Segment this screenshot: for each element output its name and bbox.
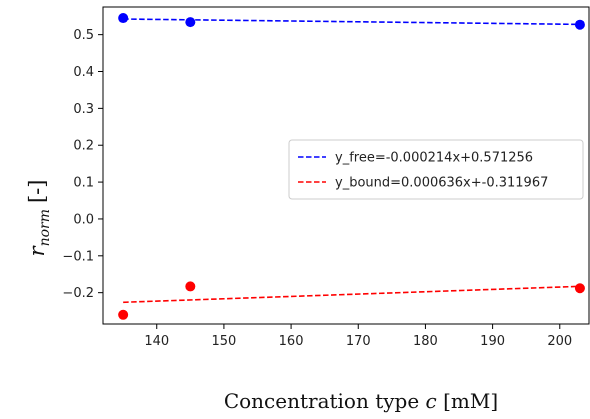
x-tick-label-140: 140 — [144, 334, 169, 349]
y-axis-unit: [-] — [25, 180, 49, 203]
x-tick-label-190: 190 — [480, 334, 505, 349]
x-tick-label-160: 160 — [279, 334, 304, 349]
x-axis-title: Concentration type c [mM] — [224, 389, 498, 413]
x-tick-label-180: 180 — [413, 334, 438, 349]
point-bound-0 — [118, 309, 129, 320]
y-tick-label-3: 0.2 — [73, 139, 94, 154]
fits-layer — [123, 18, 580, 304]
legend-label-free: y_free=-0.000214x+0.571256 — [335, 151, 533, 166]
y-tick-label-0: 0.5 — [73, 28, 94, 43]
fit-line-bound — [123, 285, 580, 304]
y-tick-label-6: −0.1 — [62, 249, 94, 264]
legend-box — [288, 139, 584, 200]
ticks-layer: 140 150 160 170 180 190 200 0.5 0.4 0.3 0.2 0.1 0.0 −… — [62, 28, 572, 349]
y-tick-label-1: 0.4 — [73, 65, 94, 80]
point-free-2 — [574, 19, 585, 30]
x-tick-label-170: 170 — [346, 334, 371, 349]
legend: y_free=-0.000214x+0.571256 y_bound=0.000… — [288, 139, 584, 200]
y-tick-label-7: −0.2 — [62, 286, 94, 301]
x-tick-label-150: 150 — [211, 334, 236, 349]
y-axis-sub: norm — [37, 209, 53, 246]
point-free-0 — [118, 13, 129, 24]
plot-frame — [102, 6, 590, 325]
point-bound-1 — [185, 281, 196, 292]
y-axis-var: r — [25, 244, 49, 256]
fit-line-free — [123, 18, 580, 26]
x-axis-text: Concentration type — [224, 389, 419, 413]
y-tick-label-2: 0.3 — [73, 102, 94, 117]
x-axis-unit: [mM] — [443, 389, 498, 413]
points-layer — [118, 13, 585, 320]
y-tick-label-5: 0.0 — [73, 212, 94, 227]
x-axis-var: c — [426, 389, 437, 413]
x-tick-label-200: 200 — [547, 334, 572, 349]
point-free-1 — [185, 17, 196, 28]
legend-label-bound: y_bound=0.000636x+-0.311967 — [335, 176, 548, 191]
y-axis-title: rnorm [-] — [25, 180, 53, 257]
point-bound-2 — [574, 283, 585, 294]
y-tick-label-4: 0.1 — [73, 176, 94, 191]
